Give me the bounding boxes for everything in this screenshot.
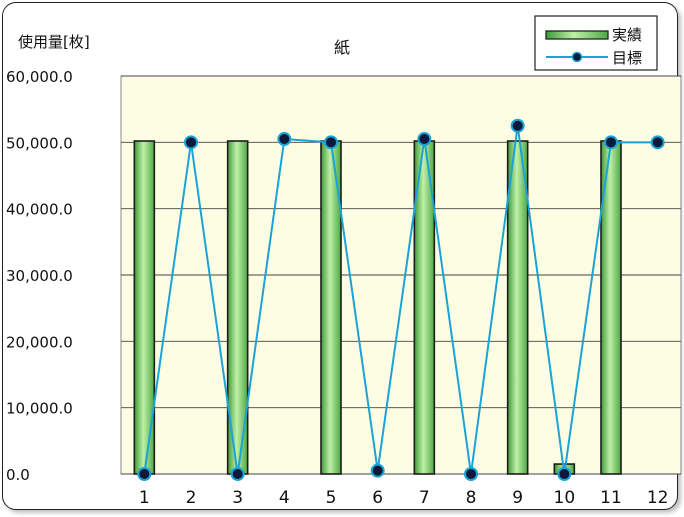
x-tick-label: 5	[326, 488, 337, 508]
y-tick-label: 0.0	[6, 466, 30, 484]
line-point	[370, 463, 385, 478]
x-tick-label: 1	[139, 488, 150, 508]
target-line	[143, 125, 658, 475]
bar-series	[133, 140, 622, 475]
line-point	[417, 132, 432, 147]
y-tick-label: 30,000.0	[6, 267, 73, 285]
line-point	[324, 135, 338, 150]
y-tick-label: 40,000.0	[6, 201, 73, 219]
y-tick-label: 20,000.0	[6, 333, 73, 351]
y-tick-label: 60,000.0	[6, 68, 73, 86]
x-tick-label: 12	[647, 488, 669, 508]
line-point	[510, 118, 525, 133]
y-tick-label: 10,000.0	[6, 400, 73, 418]
line-point	[604, 135, 618, 150]
line-point	[650, 135, 665, 150]
line-point	[137, 467, 152, 481]
line-point	[557, 467, 572, 481]
line-series	[137, 118, 665, 481]
x-axis-ticks: 1 2 3 4 5 6 7 8 9 10 11 12	[139, 488, 669, 508]
x-tick-label: 8	[466, 488, 477, 508]
x-tick-label: 3	[232, 488, 243, 508]
x-tick-label: 6	[372, 488, 383, 508]
line-point	[230, 467, 245, 481]
x-tick-label: 4	[279, 488, 290, 508]
line-point	[277, 132, 292, 147]
line-point	[464, 467, 478, 481]
chart-title: 紙	[334, 38, 350, 57]
legend-bar-swatch	[545, 30, 609, 40]
x-tick-label: 2	[186, 488, 197, 508]
y-axis-label: 使用量[枚]	[18, 33, 90, 51]
legend-box	[534, 15, 658, 71]
x-tick-label: 10	[554, 488, 576, 508]
legend: 実績 目標	[534, 15, 658, 71]
grid-lines	[121, 75, 681, 475]
bar	[506, 140, 529, 475]
legend-line-marker	[571, 51, 583, 63]
line-point	[184, 135, 198, 150]
x-tick-label: 11	[600, 488, 622, 508]
y-tick-label: 50,000.0	[6, 134, 73, 152]
legend-bar-label: 実績	[612, 26, 642, 44]
y-axis-ticks: 0.0 10,000.0 20,000.0 30,000.0 40,000.0 50,00…	[6, 68, 73, 484]
x-tick-label: 7	[419, 488, 430, 508]
legend-line-label: 目標	[612, 49, 642, 67]
x-tick-label: 9	[512, 488, 523, 508]
